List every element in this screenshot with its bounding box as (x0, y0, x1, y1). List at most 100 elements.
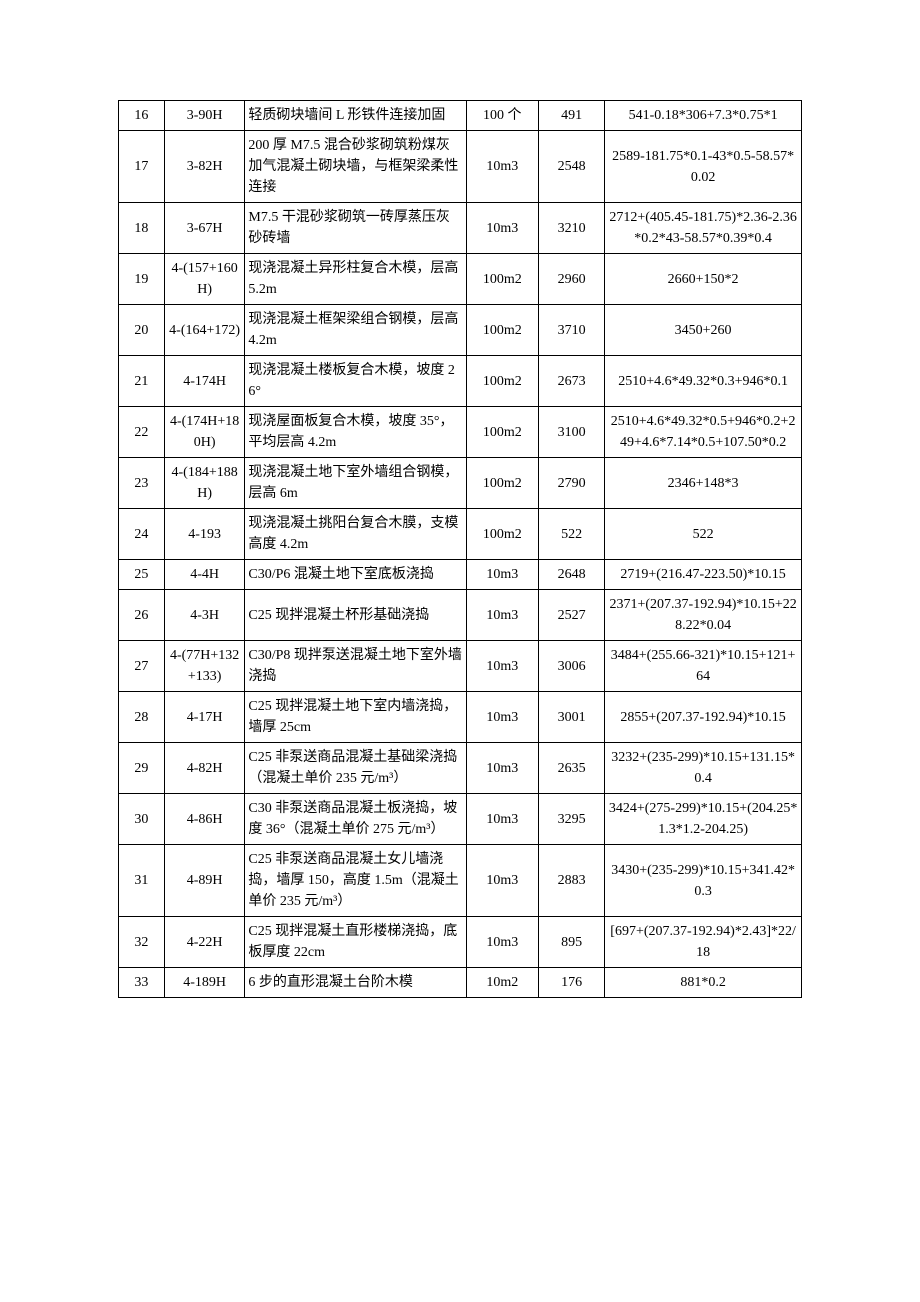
table-row: 163-90H轻质砌块墙间 L 形铁件连接加固100 个491541-0.18*… (119, 101, 802, 131)
cell-calc: 3232+(235-299)*10.15+131.15*0.4 (605, 743, 802, 794)
cell-code: 4-22H (164, 917, 245, 968)
cell-val: 895 (538, 917, 604, 968)
construction-cost-table: 163-90H轻质砌块墙间 L 形铁件连接加固100 个491541-0.18*… (118, 100, 802, 998)
cell-desc: 200 厚 M7.5 混合砂浆砌筑粉煤灰加气混凝土砌块墙，与框架梁柔性连接 (245, 131, 466, 203)
cell-code: 4-(157+160H) (164, 254, 245, 305)
cell-val: 2548 (538, 131, 604, 203)
table-row: 284-17HC25 现拌混凝土地下室内墙浇捣，墙厚 25cm10m330012… (119, 692, 802, 743)
cell-calc: 522 (605, 509, 802, 560)
cell-code: 4-(164+172) (164, 305, 245, 356)
cell-val: 3295 (538, 794, 604, 845)
cell-idx: 18 (119, 203, 165, 254)
cell-code: 3-82H (164, 131, 245, 203)
cell-unit: 10m3 (466, 917, 538, 968)
cell-idx: 31 (119, 845, 165, 917)
cell-code: 4-82H (164, 743, 245, 794)
cell-calc: 541-0.18*306+7.3*0.75*1 (605, 101, 802, 131)
cell-desc: 现浇混凝土地下室外墙组合钢模，层高 6m (245, 458, 466, 509)
cell-unit: 10m3 (466, 692, 538, 743)
cell-calc: 881*0.2 (605, 968, 802, 998)
cell-val: 2635 (538, 743, 604, 794)
cell-unit: 100m2 (466, 254, 538, 305)
cell-idx: 22 (119, 407, 165, 458)
cell-calc: 2855+(207.37-192.94)*10.15 (605, 692, 802, 743)
cell-val: 3006 (538, 641, 604, 692)
cell-code: 4-86H (164, 794, 245, 845)
cell-code: 4-17H (164, 692, 245, 743)
cell-code: 4-3H (164, 590, 245, 641)
cell-code: 4-(77H+132+133) (164, 641, 245, 692)
cell-val: 2790 (538, 458, 604, 509)
cell-unit: 100m2 (466, 458, 538, 509)
cell-idx: 27 (119, 641, 165, 692)
cell-unit: 10m3 (466, 794, 538, 845)
cell-calc: 2346+148*3 (605, 458, 802, 509)
table-row: 324-22HC25 现拌混凝土直形楼梯浇捣，底板厚度 22cm10m3895[… (119, 917, 802, 968)
cell-code: 4-174H (164, 356, 245, 407)
cell-val: 491 (538, 101, 604, 131)
cell-calc: 2510+4.6*49.32*0.3+946*0.1 (605, 356, 802, 407)
cell-code: 4-193 (164, 509, 245, 560)
table-row: 314-89HC25 非泵送商品混凝土女儿墙浇捣，墙厚 150，高度 1.5m（… (119, 845, 802, 917)
cell-desc: C25 现拌混凝土直形楼梯浇捣，底板厚度 22cm (245, 917, 466, 968)
cell-calc: 2660+150*2 (605, 254, 802, 305)
table-row: 224-(174H+180H)现浇屋面板复合木模，坡度 35°，平均层高 4.2… (119, 407, 802, 458)
cell-idx: 32 (119, 917, 165, 968)
cell-calc: 2719+(216.47-223.50)*10.15 (605, 560, 802, 590)
cell-unit: 10m3 (466, 743, 538, 794)
cell-code: 4-89H (164, 845, 245, 917)
cell-desc: C30/P8 现拌泵送混凝土地下室外墙浇捣 (245, 641, 466, 692)
cell-desc: C30 非泵送商品混凝土板浇捣，坡度 36°（混凝土单价 275 元/m³） (245, 794, 466, 845)
table-row: 173-82H200 厚 M7.5 混合砂浆砌筑粉煤灰加气混凝土砌块墙，与框架梁… (119, 131, 802, 203)
cell-calc: 2589-181.75*0.1-43*0.5-58.57*0.02 (605, 131, 802, 203)
cell-desc: C30/P6 混凝土地下室底板浇捣 (245, 560, 466, 590)
cell-unit: 10m3 (466, 131, 538, 203)
table-row: 234-(184+188H)现浇混凝土地下室外墙组合钢模，层高 6m100m22… (119, 458, 802, 509)
cell-desc: 现浇混凝土异形柱复合木模，层高 5.2m (245, 254, 466, 305)
cell-unit: 10m3 (466, 845, 538, 917)
cell-idx: 28 (119, 692, 165, 743)
cell-desc: C25 非泵送商品混凝土女儿墙浇捣，墙厚 150，高度 1.5m（混凝土单价 2… (245, 845, 466, 917)
cell-desc: C25 现拌混凝土杯形基础浇捣 (245, 590, 466, 641)
cell-desc: 现浇混凝土框架梁组合钢模，层高 4.2m (245, 305, 466, 356)
cell-val: 2648 (538, 560, 604, 590)
cell-unit: 10m3 (466, 560, 538, 590)
cell-code: 4-(184+188H) (164, 458, 245, 509)
cell-idx: 26 (119, 590, 165, 641)
cell-calc: 2510+4.6*49.32*0.5+946*0.2+249+4.6*7.14*… (605, 407, 802, 458)
cell-desc: C25 现拌混凝土地下室内墙浇捣，墙厚 25cm (245, 692, 466, 743)
cell-val: 176 (538, 968, 604, 998)
cell-val: 3210 (538, 203, 604, 254)
cell-val: 3001 (538, 692, 604, 743)
table-row: 244-193现浇混凝土挑阳台复合木膜，支模高度 4.2m100m2522522 (119, 509, 802, 560)
cell-idx: 30 (119, 794, 165, 845)
table-row: 274-(77H+132+133)C30/P8 现拌泵送混凝土地下室外墙浇捣10… (119, 641, 802, 692)
cell-idx: 21 (119, 356, 165, 407)
cell-idx: 19 (119, 254, 165, 305)
cell-calc: 3450+260 (605, 305, 802, 356)
cell-code: 3-90H (164, 101, 245, 131)
cell-desc: 轻质砌块墙间 L 形铁件连接加固 (245, 101, 466, 131)
cell-desc: C25 非泵送商品混凝土基础梁浇捣（混凝土单价 235 元/m³） (245, 743, 466, 794)
cell-desc: 6 步的直形混凝土台阶木模 (245, 968, 466, 998)
table-row: 294-82HC25 非泵送商品混凝土基础梁浇捣（混凝土单价 235 元/m³）… (119, 743, 802, 794)
table-row: 204-(164+172)现浇混凝土框架梁组合钢模，层高 4.2m100m237… (119, 305, 802, 356)
cell-idx: 29 (119, 743, 165, 794)
cell-unit: 100m2 (466, 356, 538, 407)
table-row: 183-67HM7.5 干混砂浆砌筑一砖厚蒸压灰砂砖墙10m332102712+… (119, 203, 802, 254)
table-row: 254-4HC30/P6 混凝土地下室底板浇捣10m326482719+(216… (119, 560, 802, 590)
cell-calc: 2371+(207.37-192.94)*10.15+228.22*0.04 (605, 590, 802, 641)
cell-idx: 33 (119, 968, 165, 998)
cell-code: 4-4H (164, 560, 245, 590)
table-row: 194-(157+160H)现浇混凝土异形柱复合木模，层高 5.2m100m22… (119, 254, 802, 305)
cell-unit: 10m3 (466, 590, 538, 641)
cell-unit: 10m3 (466, 641, 538, 692)
cell-calc: 3484+(255.66-321)*10.15+121+64 (605, 641, 802, 692)
cell-unit: 100 个 (466, 101, 538, 131)
cell-val: 2960 (538, 254, 604, 305)
cell-val: 522 (538, 509, 604, 560)
cell-desc: 现浇混凝土挑阳台复合木膜，支模高度 4.2m (245, 509, 466, 560)
table-row: 214-174H现浇混凝土楼板复合木模，坡度 26°100m226732510+… (119, 356, 802, 407)
cell-idx: 17 (119, 131, 165, 203)
cell-idx: 24 (119, 509, 165, 560)
